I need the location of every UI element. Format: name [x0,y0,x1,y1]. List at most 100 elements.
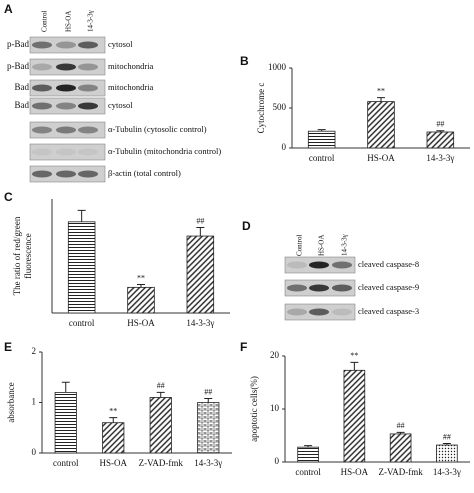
blot-band [32,41,52,49]
blot-band [332,284,352,292]
error-bar [377,97,385,102]
error-bar [109,417,118,423]
x-tick-label: HS-OA [99,458,127,468]
blot-band [309,284,329,292]
panel-label: B [240,54,249,68]
bar [426,131,455,149]
blot-band [78,126,98,134]
blot-band [309,308,329,316]
blot-band [309,261,329,269]
panel-label: A [4,2,13,16]
y-axis-label: apoptotic cells(%) [249,376,259,442]
y-tick-label: 10 [270,403,280,413]
row-label-right: α-Tubulin (cytosolic control) [108,124,207,134]
x-tick-label: Z-VAD-fmk [139,458,184,468]
blot-band [332,261,352,269]
significance-mark: ## [443,432,451,441]
x-tick-label: HS-OA [127,318,155,328]
row-label-left: p-Bad [7,61,29,71]
y-tick-label: 2 [32,346,37,356]
error-bar [204,397,213,403]
row-label-right: α-Tubulin (mitochondria control) [108,146,221,156]
bar [197,402,220,454]
x-tick-label: control [295,467,321,477]
panel-label: C [4,190,13,204]
x-tick-label: 14-3-3γ [426,153,454,163]
significance-mark: ## [157,381,165,390]
blot-strip [29,36,106,54]
blot-strip [29,121,106,139]
row-label-right: mitochondria [108,82,154,92]
row-label-right: mitochondria [108,61,154,71]
blot-band [56,148,76,156]
row-label-right: cleaved caspase-3 [358,306,419,316]
blot-band [287,284,307,292]
x-tick-label: Z-VAD-fmk [378,467,423,477]
panel-label: D [242,219,251,233]
significance-mark: ## [196,216,204,225]
significance-mark: ## [204,387,212,396]
error-bar [196,227,205,237]
blot-band [56,84,76,92]
y-axis-label: The ratio of red/green [12,216,22,295]
error-bar [77,209,86,222]
row-label-left: Bad [15,82,30,92]
x-tick-label: control [53,458,79,468]
significance-mark: ** [137,273,145,282]
blot-band [287,261,307,269]
lane-label: HS-OA [318,235,326,256]
row-label-left: Bad [15,100,30,110]
blot-band [332,308,352,316]
blot-band [78,148,98,156]
blot-band [32,84,52,92]
blot-strip [29,97,106,115]
lane-label: HS-OA [65,11,73,32]
x-tick-label: control [309,153,335,163]
y-tick-label: 1 [32,397,37,407]
bar [367,101,395,149]
lane-label: 14-3-3γ [341,234,349,256]
significance-mark: ## [397,421,405,430]
blot-band [78,102,98,110]
x-tick-label: HS-OA [367,153,395,163]
error-bar [304,445,313,448]
y-axis-label: fluorescence [23,233,33,278]
x-tick-label: 14-3-3γ [433,467,461,477]
row-label-right: β-actin (total control) [108,168,181,178]
bar [307,130,336,149]
bar [297,446,319,463]
bar [127,286,155,314]
y-tick-label: 0 [275,456,280,466]
y-tick-label: 0 [282,142,287,152]
y-axis-label: absorbance [6,382,16,422]
error-bar [350,361,359,371]
row-label-right: cytosol [108,100,133,110]
x-tick-label: control [69,318,95,328]
bar [436,444,458,463]
x-tick-label: 14-3-3γ [194,458,222,468]
lane-label: Control [296,235,304,256]
row-label-right: cytosol [108,39,133,49]
panel-label: E [4,340,12,354]
y-axis-label: Cytochrome c [256,83,266,134]
blot-band [78,41,98,49]
blot-band [287,308,307,316]
significance-mark: ** [350,351,358,360]
bar [186,235,215,314]
blot-band [78,63,98,71]
blot-band [32,63,52,71]
lane-label: 14-3-3γ [87,10,95,32]
blot-band [78,170,98,178]
bar [67,221,96,314]
blot-band [56,126,76,134]
blot-band [32,170,52,178]
error-bar [137,284,145,288]
y-tick-label: 500 [273,102,287,112]
y-tick-label: 1000 [268,62,287,72]
blot-band [32,102,52,110]
error-bar [396,431,405,434]
blot-band [56,41,76,49]
bar [343,369,366,463]
error-bar [156,391,165,398]
